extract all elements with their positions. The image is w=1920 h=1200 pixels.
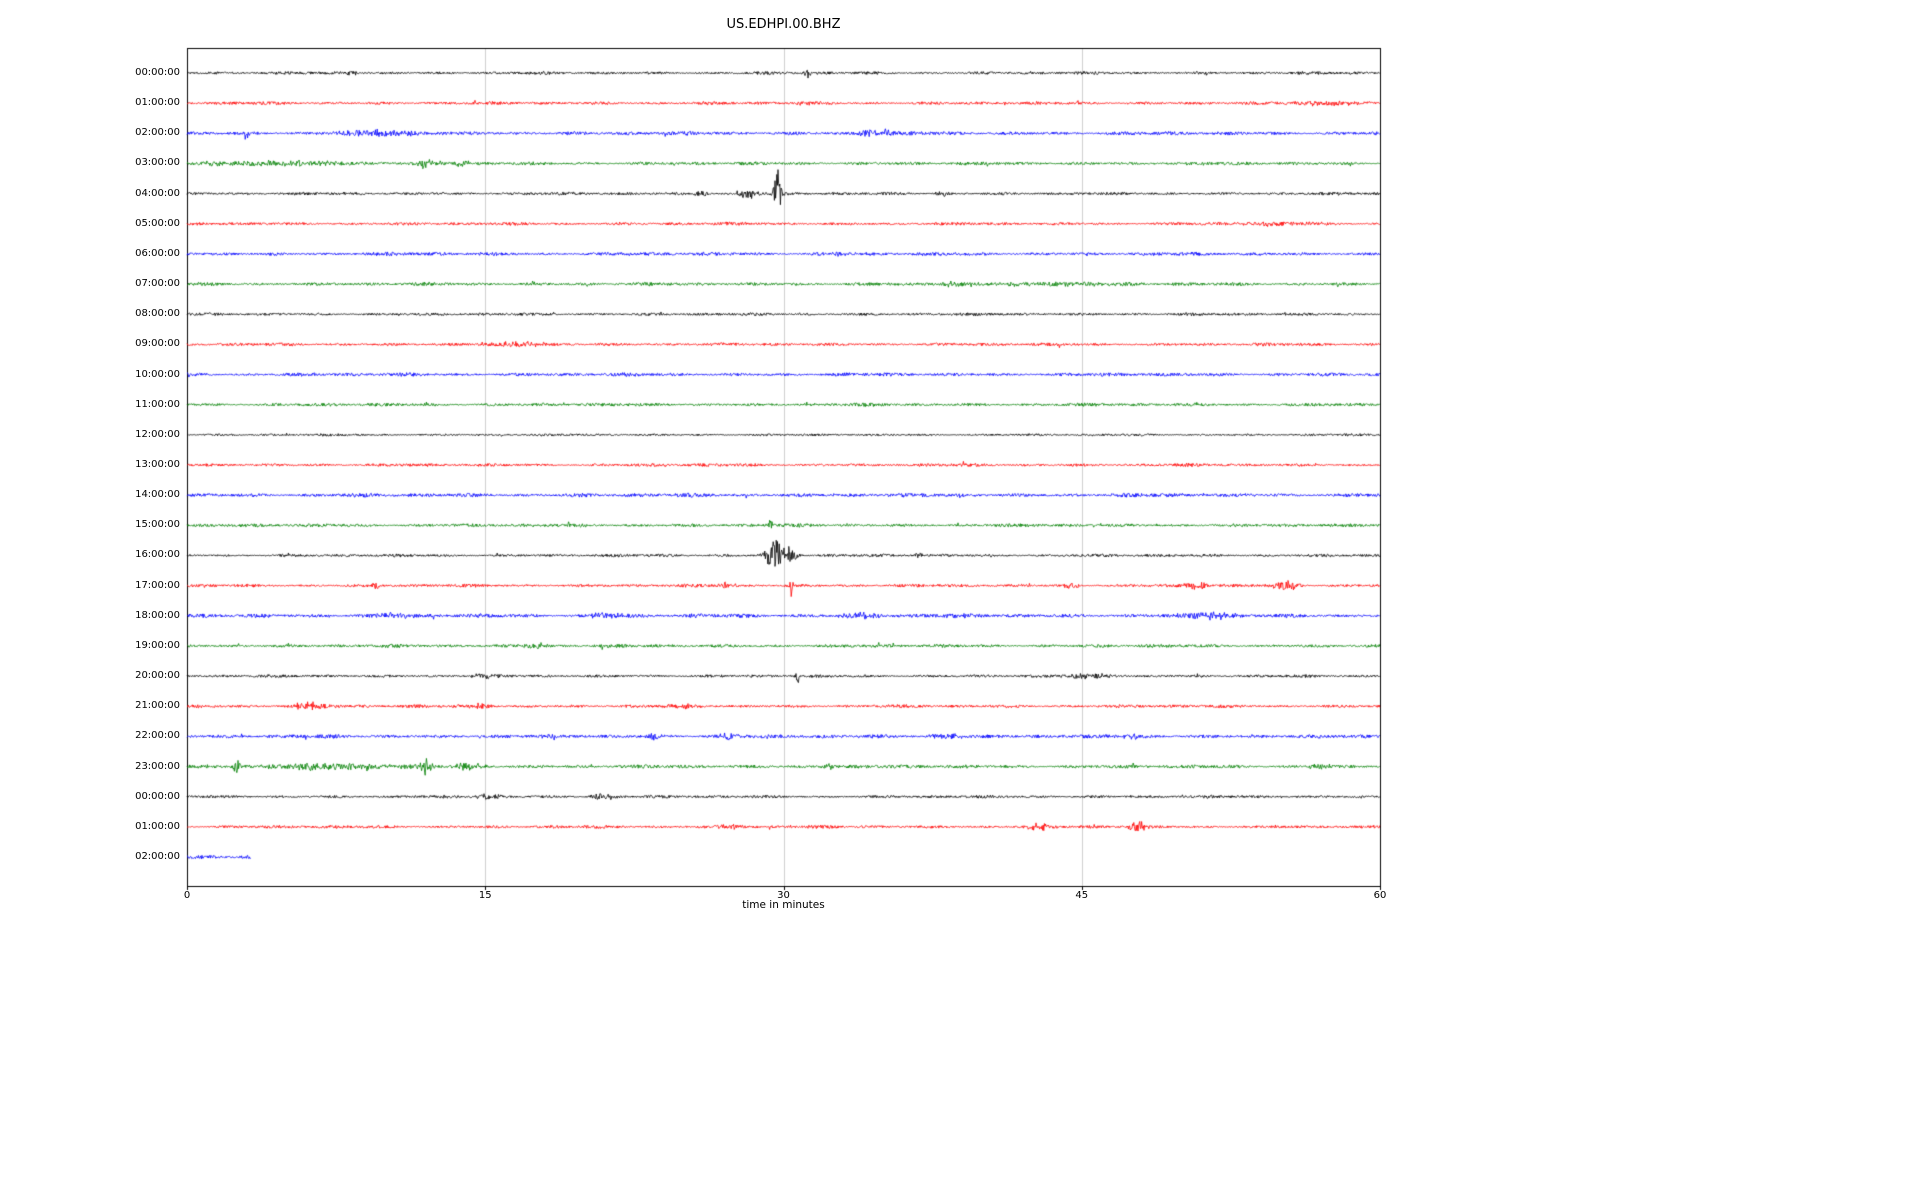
row-time-label: 16:00:00 bbox=[135, 549, 180, 561]
row-time-label: 03:00:00 bbox=[135, 157, 180, 169]
row-time-label: 01:00:00 bbox=[135, 820, 180, 832]
row-time-label: 11:00:00 bbox=[135, 398, 180, 410]
row-time-label: 10:00:00 bbox=[135, 368, 180, 380]
row-time-label: 01:00:00 bbox=[135, 97, 180, 109]
row-time-label: 20:00:00 bbox=[135, 670, 180, 682]
row-time-label: 21:00:00 bbox=[135, 700, 180, 712]
row-time-label: 00:00:00 bbox=[135, 67, 180, 78]
row-time-label: 06:00:00 bbox=[135, 247, 180, 259]
x-axis-label: time in minutes bbox=[742, 899, 825, 911]
row-time-label: 02:00:00 bbox=[135, 851, 180, 862]
row-time-label: 05:00:00 bbox=[135, 217, 180, 229]
row-time-label: 12:00:00 bbox=[135, 428, 180, 440]
x-tick-label: 0 bbox=[183, 890, 191, 901]
row-time-label: 19:00:00 bbox=[135, 639, 180, 651]
row-time-label: 17:00:00 bbox=[135, 579, 180, 591]
x-tick-label: 45 bbox=[1075, 890, 1089, 901]
row-time-label: 04:00:00 bbox=[135, 187, 180, 199]
row-time-label: 23:00:00 bbox=[135, 760, 180, 772]
row-time-label: 22:00:00 bbox=[135, 730, 180, 742]
row-time-label: 14:00:00 bbox=[135, 489, 180, 501]
x-tick-label: 15 bbox=[478, 890, 492, 901]
row-time-label: 15:00:00 bbox=[135, 519, 180, 531]
row-time-label: 09:00:00 bbox=[135, 338, 180, 350]
row-time-label: 08:00:00 bbox=[135, 308, 180, 320]
row-time-label: 18:00:00 bbox=[135, 609, 180, 621]
row-time-label: 13:00:00 bbox=[135, 459, 180, 470]
row-time-label: 02:00:00 bbox=[135, 127, 180, 139]
row-time-label: 07:00:00 bbox=[135, 278, 180, 290]
row-time-label: 00:00:00 bbox=[135, 790, 180, 802]
x-tick-label: 30 bbox=[777, 890, 790, 901]
x-tick-label: 60 bbox=[1373, 890, 1387, 901]
chart-title: US.EDHPI.00.BHZ bbox=[726, 17, 841, 32]
